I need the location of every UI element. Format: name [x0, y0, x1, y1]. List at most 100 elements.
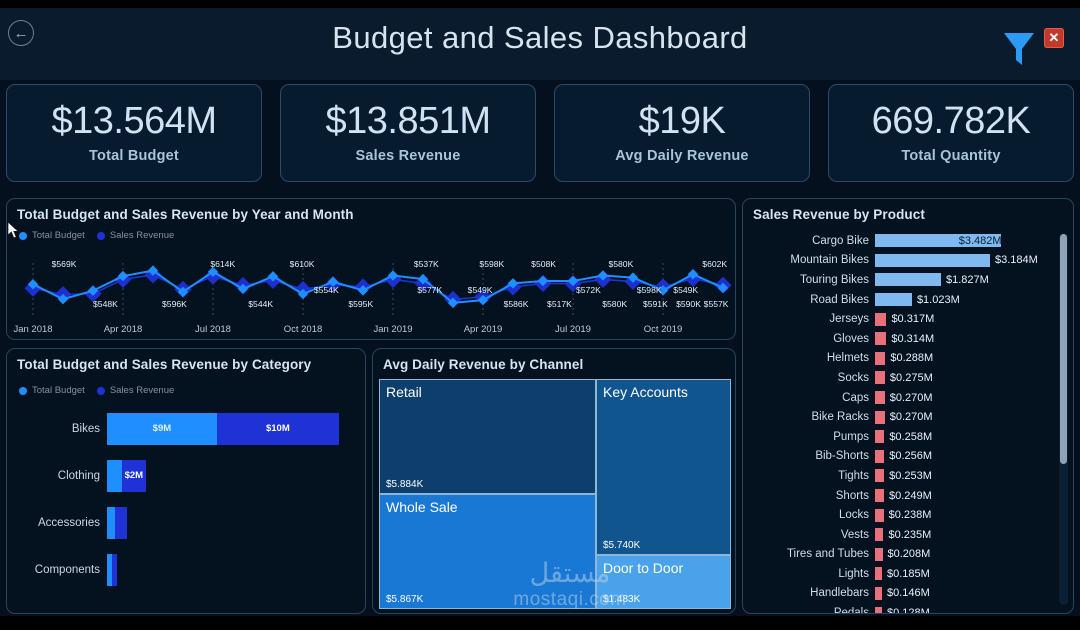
legend-item-total-budget[interactable]: Total Budget — [19, 385, 85, 396]
product-bar[interactable] — [875, 293, 912, 307]
product-value-label: $0.235M — [888, 528, 932, 541]
product-bar-row[interactable]: Pedals $0.128M — [743, 603, 1073, 613]
product-bar[interactable] — [875, 371, 885, 385]
category-stacked-bar[interactable]: $9M $10M — [107, 412, 339, 445]
product-bar[interactable] — [875, 489, 884, 503]
product-bar-row[interactable]: Cargo Bike $3.482M — [743, 231, 1073, 251]
product-bar[interactable] — [875, 430, 885, 444]
product-scrollbar-thumb[interactable] — [1060, 234, 1067, 464]
treemap-tile[interactable]: Whole Sale $5.867K — [379, 494, 596, 609]
treemap-tile-value: $1.483K — [603, 594, 641, 605]
product-bar-row[interactable]: Locks $0.238M — [743, 505, 1073, 525]
treemap-tile[interactable]: Retail $5.884K — [379, 379, 596, 494]
kpi-card-avg-daily-revenue[interactable]: $19K Avg Daily Revenue — [554, 84, 810, 182]
treemap-tile-value: $5.884K — [386, 479, 424, 490]
product-bar[interactable] — [875, 449, 885, 463]
back-arrow-icon[interactable]: ← — [8, 20, 34, 46]
product-bar[interactable] — [875, 547, 883, 561]
product-bar-row[interactable]: Gloves $0.314M — [743, 329, 1073, 349]
product-bar[interactable] — [875, 469, 885, 483]
category-bar-row[interactable]: Bikes $9M $10M — [7, 405, 365, 452]
category-segment-label: $9M — [152, 423, 172, 434]
chart-bar-sales-by-product[interactable]: Sales Revenue by Product Cargo Bike $3.48… — [742, 198, 1074, 614]
product-bar-row[interactable]: Touring Bikes $1.827M — [743, 270, 1073, 290]
product-bar-row[interactable]: Lights $0.185M — [743, 564, 1073, 584]
product-bar[interactable] — [875, 253, 990, 267]
product-bar[interactable] — [875, 332, 887, 346]
product-bar-row[interactable]: Tights $0.253M — [743, 466, 1073, 486]
product-bar[interactable] — [875, 312, 887, 326]
treemap-tile[interactable]: Key Accounts $5.740K — [596, 379, 731, 555]
product-bar[interactable] — [875, 567, 882, 581]
product-name: Mountain Bikes — [790, 254, 869, 267]
product-bar-row[interactable]: Handlebars $0.146M — [743, 584, 1073, 604]
product-value-label: $0.270M — [889, 391, 933, 404]
legend-item-total-budget[interactable]: Total Budget — [19, 230, 85, 241]
product-name: Road Bikes — [810, 293, 869, 306]
product-bar-row[interactable]: Bike Racks $0.270M — [743, 407, 1073, 427]
category-bar-row[interactable]: Components — [7, 546, 365, 593]
product-bar-row[interactable]: Mountain Bikes $3.184M — [743, 251, 1073, 271]
close-button[interactable]: ✕ — [1044, 28, 1064, 48]
product-bar-row[interactable]: Bib-Shorts $0.256M — [743, 447, 1073, 467]
product-bar-row[interactable]: Shorts $0.249M — [743, 486, 1073, 506]
product-bar-row[interactable]: Pumps $0.258M — [743, 427, 1073, 447]
line-marker — [567, 275, 579, 287]
product-bar[interactable] — [875, 606, 882, 613]
product-name: Gloves — [833, 332, 869, 345]
product-bar[interactable] — [875, 528, 884, 542]
treemap-tile-name: Whole Sale — [386, 499, 458, 515]
category-bar-area: Bikes $9M $10M Clothing $2M Accessories Compon… — [7, 405, 365, 610]
treemap-tile-value: $5.867K — [386, 594, 424, 605]
product-bar[interactable] — [875, 586, 882, 600]
kpi-card-sales-revenue[interactable]: $13.851M Sales Revenue — [280, 84, 536, 182]
legend-item-sales-revenue[interactable]: Sales Revenue — [96, 230, 174, 241]
category-stacked-bar[interactable]: $2M — [107, 459, 147, 492]
product-bar-row[interactable]: Tires and Tubes $0.208M — [743, 545, 1073, 565]
treemap-tile-name: Door to Door — [603, 560, 684, 576]
product-bar[interactable] — [875, 391, 885, 405]
chart-bar-budget-sales-by-category[interactable]: Total Budget and Sales Revenue by Catego… — [6, 348, 366, 614]
line-marker — [657, 285, 669, 296]
product-name: Locks — [838, 509, 869, 522]
product-bar-row[interactable]: Vests $0.235M — [743, 525, 1073, 545]
product-bar-row[interactable]: Jerseys $0.317M — [743, 309, 1073, 329]
category-bar-segment-sales-revenue[interactable]: $2M — [121, 459, 147, 492]
product-bar-row[interactable]: Socks $0.275M — [743, 368, 1073, 388]
category-bar-segment-total-budget[interactable] — [107, 459, 122, 492]
category-bar-segment-total-budget[interactable]: $9M — [107, 412, 217, 445]
category-bar-row[interactable]: Accessories — [7, 499, 365, 546]
product-bar-row[interactable]: Helmets $0.288M — [743, 349, 1073, 369]
data-point-label: $569K — [51, 259, 77, 269]
product-bar[interactable] — [875, 410, 885, 424]
treemap-tile[interactable]: Door to Door $1.483K — [596, 555, 731, 609]
data-point-label: $557K — [703, 299, 729, 309]
kpi-value: $13.851M — [325, 99, 491, 142]
category-bar-segment-sales-revenue[interactable] — [114, 506, 127, 539]
category-bar-segment-sales-revenue[interactable] — [112, 553, 118, 586]
product-value-label: $0.238M — [888, 509, 932, 522]
category-bar-segment-total-budget[interactable] — [107, 506, 115, 539]
data-point-label: $596K — [162, 299, 187, 309]
product-scrollbar[interactable] — [1059, 233, 1068, 605]
product-bar[interactable] — [875, 508, 884, 522]
category-bar-segment-total-budget[interactable] — [107, 553, 113, 586]
product-bar[interactable] — [875, 234, 1001, 248]
product-bar-row[interactable]: Road Bikes $1.023M — [743, 290, 1073, 310]
product-bar[interactable] — [875, 273, 941, 287]
product-bar[interactable] — [875, 351, 886, 365]
category-bar-segment-sales-revenue[interactable]: $10M — [216, 412, 339, 445]
kpi-card-total-quantity[interactable]: 669.782K Total Quantity — [828, 84, 1074, 182]
product-bar-row[interactable]: Caps $0.270M — [743, 388, 1073, 408]
data-point-label: $537K — [413, 259, 439, 269]
chart-title: Total Budget and Sales Revenue by Catego… — [17, 357, 312, 372]
kpi-card-total-budget[interactable]: $13.564M Total Budget — [6, 84, 262, 182]
category-bar-row[interactable]: Clothing $2M — [7, 452, 365, 499]
chart-line-budget-sales-by-month[interactable]: Total Budget and Sales Revenue by Year a… — [6, 198, 736, 340]
treemap-tile-value: $5.740K — [603, 540, 641, 551]
category-stacked-bar[interactable] — [107, 553, 118, 586]
legend-item-sales-revenue[interactable]: Sales Revenue — [96, 385, 174, 396]
chart-treemap-avg-daily-revenue-by-channel[interactable]: Avg Daily Revenue by Channel Retail $5.88… — [372, 348, 736, 614]
category-stacked-bar[interactable] — [107, 506, 127, 539]
filter-funnel-icon[interactable] — [1002, 30, 1036, 68]
